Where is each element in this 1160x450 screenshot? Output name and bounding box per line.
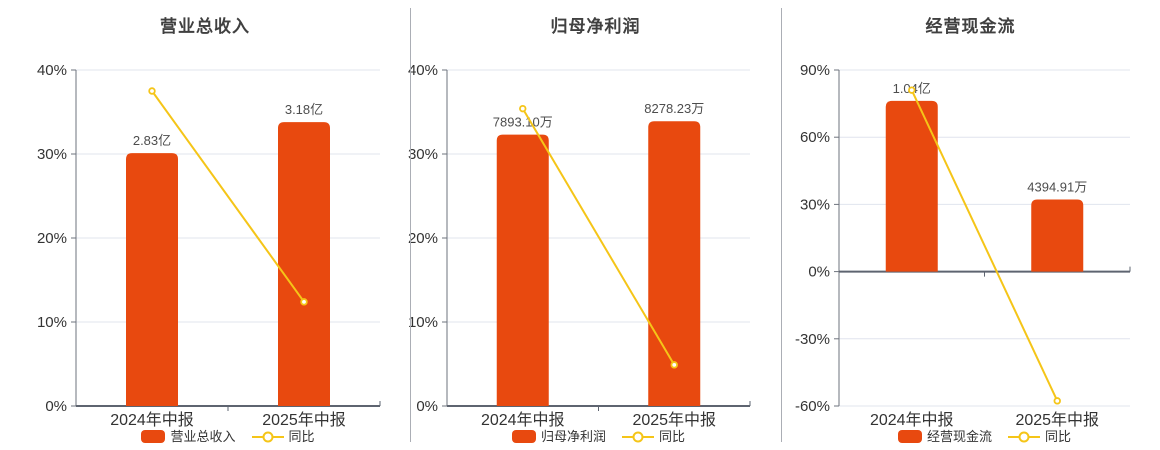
x-category-label: 2025年中报: [262, 411, 346, 429]
y-tick-label: 60%: [800, 129, 830, 146]
bar: [278, 122, 330, 406]
bar: [1031, 199, 1084, 272]
x-category-label: 2024年中报: [870, 411, 954, 429]
bar-series-label: 营业总收入: [170, 429, 236, 444]
bar-value-label: 8278.23万: [644, 101, 704, 116]
data-point-marker: [148, 87, 156, 95]
bar-value-label: 3.18亿: [285, 102, 323, 117]
bar-series-label: 归母净利润: [540, 429, 606, 444]
x-category-label: 2025年中报: [1015, 411, 1099, 429]
y-tick-label: 0%: [416, 398, 438, 415]
line-series-label: 同比: [288, 429, 315, 444]
y-tick-label: -60%: [795, 398, 830, 415]
yoy-line: [151, 90, 305, 303]
y-tick-label: 90%: [800, 62, 830, 79]
ring-marker-icon: [262, 431, 273, 442]
chart-title-revenue: 营业总收入: [160, 17, 250, 36]
ring-marker-icon: [632, 431, 644, 442]
y-tick-label: 0%: [45, 398, 67, 415]
bar-series-label: 经营现金流: [926, 429, 992, 444]
chart-legend: 经营现金流 同比: [839, 429, 1130, 444]
data-point-marker: [300, 298, 308, 306]
chart-legend: 归母净利润 同比: [447, 429, 750, 444]
chart-title-cash-flow: 经营现金流: [925, 17, 1016, 36]
bar-value-label: 7893.10万: [493, 115, 553, 130]
data-point-marker: [908, 86, 916, 94]
x-category-label: 2025年中报: [632, 411, 716, 429]
y-tick-label: 0%: [808, 264, 830, 281]
bar-value-label: 2.83亿: [133, 133, 171, 148]
y-tick-label: 10%: [37, 314, 67, 331]
data-point-marker: [519, 104, 527, 113]
y-tick-label: -30%: [795, 331, 830, 348]
yoy-line: [910, 89, 1059, 402]
y-tick-label: 30%: [408, 146, 438, 163]
bar-series-swatch: [511, 430, 536, 443]
chart-legend: 营业总收入 同比: [76, 429, 380, 444]
y-tick-label: 40%: [37, 62, 67, 79]
line-series-icon: [251, 431, 284, 443]
y-tick-label: 30%: [800, 196, 830, 213]
y-tick-label: 20%: [37, 230, 67, 247]
bar: [126, 153, 178, 406]
panel-divider: [781, 8, 782, 442]
line-series-label: 同比: [659, 429, 686, 444]
panel-divider: [410, 8, 411, 442]
line-series-icon: [622, 431, 654, 443]
bar-value-label: 4394.91万: [1027, 179, 1087, 194]
y-tick-label: 20%: [408, 230, 438, 247]
y-tick-label: 40%: [408, 62, 438, 79]
data-point-marker: [670, 361, 678, 369]
line-series-label: 同比: [1045, 429, 1072, 444]
y-tick-label: 10%: [408, 314, 438, 331]
bar: [496, 134, 549, 406]
x-category-label: 2024年中报: [481, 411, 565, 429]
data-point-marker: [1053, 397, 1061, 405]
line-series-icon: [1008, 431, 1040, 443]
bar-series-swatch: [141, 430, 166, 443]
x-category-label: 2024年中报: [110, 411, 194, 429]
bar: [648, 121, 701, 407]
bar: [885, 100, 938, 272]
yoy-line: [521, 108, 676, 366]
y-tick-label: 30%: [37, 146, 67, 163]
ring-marker-icon: [1018, 431, 1030, 442]
bar-series-swatch: [897, 430, 922, 443]
chart-title-net-profit: 归母净利润: [550, 17, 641, 36]
